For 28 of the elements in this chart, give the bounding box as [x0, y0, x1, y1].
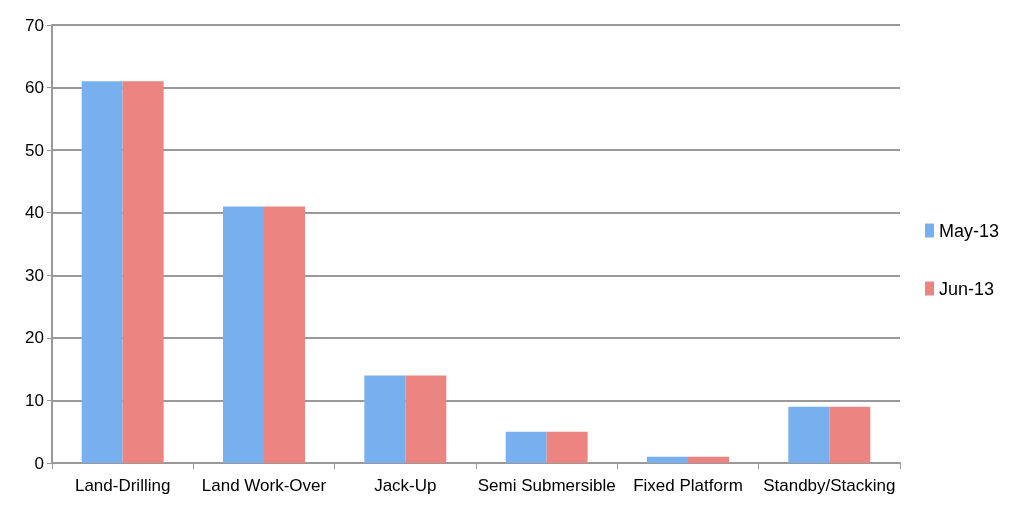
- x-tick-label: Standby/Stacking: [763, 476, 896, 495]
- x-tick-label: Jack-Up: [374, 476, 437, 495]
- bar: [788, 406, 830, 463]
- legend-label: Jun-13: [938, 278, 995, 299]
- bar: [505, 431, 547, 463]
- bar: [264, 206, 305, 463]
- y-tick-label: 10: [25, 390, 44, 410]
- x-tick-label: Fixed Platform: [633, 476, 743, 495]
- y-tick-label: 60: [25, 78, 44, 98]
- y-tick-label: 30: [25, 265, 44, 285]
- legend-label: May-13: [938, 220, 1000, 241]
- bar: [223, 206, 264, 463]
- bar: [546, 431, 588, 463]
- x-tick-label: Land Work-Over: [201, 476, 327, 495]
- bar: [647, 456, 688, 463]
- y-tick-label: 40: [25, 203, 44, 223]
- bar: [405, 375, 447, 463]
- y-tick-label: 20: [25, 328, 44, 348]
- bar: [688, 456, 729, 463]
- bar: [364, 375, 406, 463]
- x-tick-label: Semi Submersible: [477, 476, 616, 495]
- bar: [122, 81, 164, 463]
- x-tick-label: Land-Drilling: [74, 476, 171, 495]
- bar: [81, 81, 123, 463]
- y-tick-label: 0: [34, 453, 44, 473]
- y-tick-label: 50: [25, 140, 44, 160]
- y-tick-label: 70: [25, 15, 44, 35]
- bar: [829, 406, 871, 463]
